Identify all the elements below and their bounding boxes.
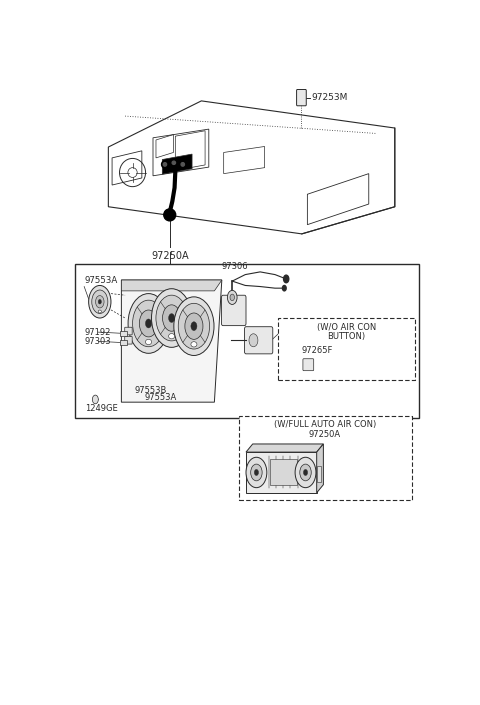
- Ellipse shape: [98, 310, 101, 313]
- Circle shape: [249, 333, 258, 347]
- Bar: [317, 466, 321, 482]
- Circle shape: [246, 458, 267, 488]
- Ellipse shape: [168, 333, 175, 339]
- FancyBboxPatch shape: [244, 326, 273, 354]
- Bar: [75, 264, 419, 419]
- Ellipse shape: [170, 159, 177, 166]
- Text: (W/O AIR CON: (W/O AIR CON: [317, 324, 376, 333]
- Circle shape: [98, 300, 101, 304]
- FancyBboxPatch shape: [125, 336, 132, 344]
- Circle shape: [303, 470, 308, 475]
- Polygon shape: [162, 154, 192, 174]
- Bar: [239, 416, 411, 500]
- Polygon shape: [246, 444, 324, 452]
- Text: 97253M: 97253M: [312, 93, 348, 102]
- Circle shape: [145, 319, 152, 328]
- FancyBboxPatch shape: [125, 327, 132, 335]
- Text: 97553B: 97553B: [134, 386, 167, 395]
- Circle shape: [132, 300, 165, 347]
- Circle shape: [178, 303, 210, 349]
- Circle shape: [251, 464, 262, 481]
- Circle shape: [174, 297, 214, 355]
- Text: (W/FULL AUTO AIR CON): (W/FULL AUTO AIR CON): [274, 420, 376, 429]
- Circle shape: [191, 321, 197, 331]
- Circle shape: [295, 458, 316, 488]
- Circle shape: [139, 310, 158, 337]
- Bar: [120, 340, 127, 345]
- Bar: [270, 459, 297, 484]
- Circle shape: [284, 275, 289, 283]
- FancyBboxPatch shape: [297, 90, 306, 106]
- FancyBboxPatch shape: [303, 359, 314, 371]
- Circle shape: [282, 286, 286, 291]
- Text: 97553A: 97553A: [84, 276, 118, 286]
- Polygon shape: [317, 444, 324, 493]
- Circle shape: [163, 305, 180, 331]
- Circle shape: [89, 286, 111, 318]
- Ellipse shape: [181, 163, 184, 166]
- Polygon shape: [246, 452, 317, 493]
- Text: 97305: 97305: [290, 329, 316, 337]
- Circle shape: [230, 294, 234, 300]
- Circle shape: [168, 314, 175, 322]
- Ellipse shape: [164, 209, 176, 221]
- Circle shape: [152, 289, 192, 348]
- Circle shape: [128, 293, 169, 353]
- Ellipse shape: [191, 342, 197, 347]
- Circle shape: [92, 290, 108, 314]
- FancyBboxPatch shape: [221, 295, 246, 326]
- Circle shape: [185, 313, 203, 339]
- Ellipse shape: [145, 339, 152, 345]
- Circle shape: [228, 290, 237, 305]
- Text: 97553A: 97553A: [145, 393, 177, 402]
- Circle shape: [92, 395, 98, 404]
- Text: 97306: 97306: [221, 262, 248, 271]
- Text: BUTTON): BUTTON): [327, 332, 365, 341]
- Polygon shape: [121, 280, 222, 291]
- Ellipse shape: [180, 161, 186, 168]
- Ellipse shape: [162, 161, 168, 168]
- Bar: [277, 318, 415, 381]
- Text: 97303: 97303: [84, 337, 111, 346]
- Ellipse shape: [172, 161, 176, 164]
- Circle shape: [156, 295, 187, 341]
- Polygon shape: [121, 280, 222, 402]
- Text: 97250A: 97250A: [151, 251, 189, 262]
- Circle shape: [300, 464, 311, 481]
- Text: 97265F: 97265F: [302, 346, 333, 355]
- Text: 97250A: 97250A: [309, 430, 341, 439]
- Ellipse shape: [163, 163, 167, 166]
- Bar: [120, 331, 127, 336]
- Text: 1249GE: 1249GE: [85, 404, 118, 413]
- Text: 97192: 97192: [84, 328, 110, 337]
- Circle shape: [254, 470, 259, 475]
- Circle shape: [96, 295, 104, 308]
